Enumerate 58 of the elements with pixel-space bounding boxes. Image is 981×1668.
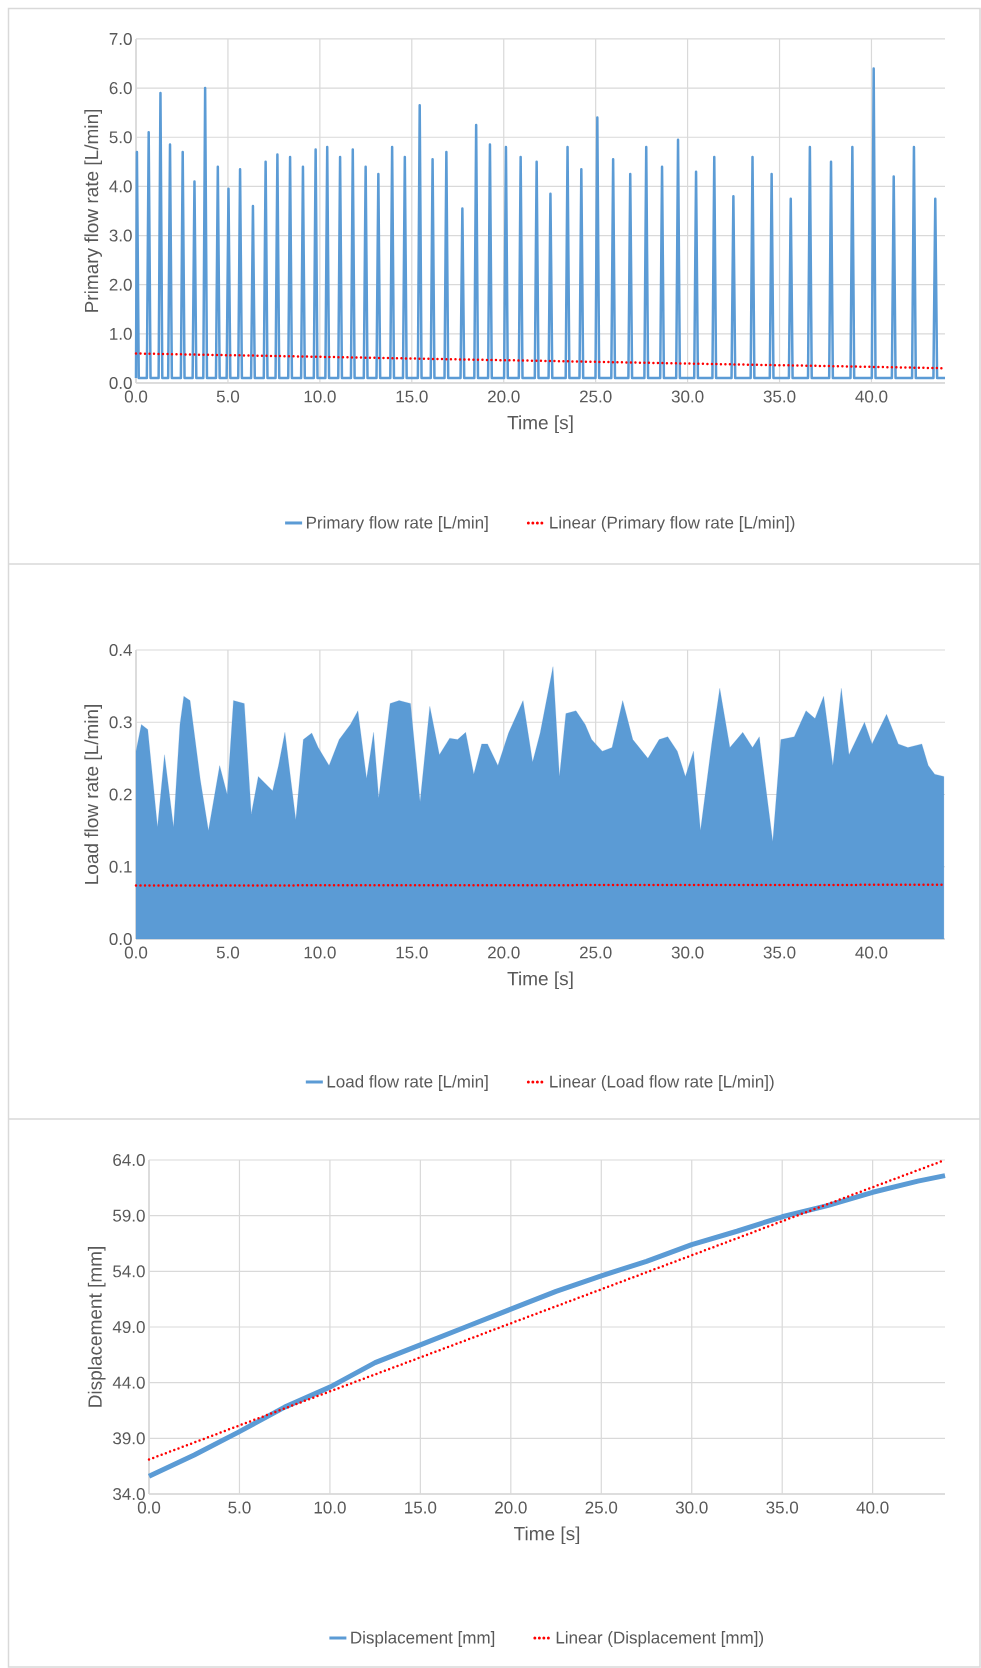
x-tick-label: 35.0 [763, 946, 796, 959]
x-axis-title: Time [s] [507, 415, 573, 434]
y-tick-label: 54.0 [113, 1265, 145, 1278]
x-tick-label: 20.0 [495, 1501, 527, 1514]
y-tick-label: 0.4 [109, 643, 132, 656]
x-tick-label: 30.0 [671, 390, 704, 403]
line-series [134, 67, 947, 380]
legend-label: Displacement [mm] [351, 1631, 495, 1647]
y-tick-label: 0.1 [109, 860, 132, 873]
y-tick-label: 2.0 [109, 278, 132, 291]
y-tick-label: 4.0 [109, 180, 132, 193]
x-tick-label: 5.0 [216, 946, 240, 959]
y-tick-label: 44.0 [112, 1376, 145, 1389]
y-tick-label: 1.0 [110, 327, 132, 340]
y-tick-label: 0.0 [109, 932, 132, 946]
y-axis-title: Load flow rate [L/min] [84, 705, 102, 884]
x-tick-label: 30.0 [671, 946, 704, 959]
y-tick-label: 64.0 [113, 1153, 145, 1167]
y-axis-title: Displacement [mm] [87, 1247, 106, 1407]
x-tick-label: 5.0 [228, 1501, 251, 1514]
x-tick-label: 10.0 [304, 946, 336, 959]
x-tick-label: 20.0 [488, 946, 520, 959]
x-tick-label: 5.0 [216, 390, 240, 403]
x-tick-label: 15.0 [396, 946, 428, 959]
x-tick-label: 35.0 [766, 1501, 799, 1514]
x-tick-label: 40.0 [855, 390, 888, 403]
x-tick-label: 0.0 [137, 1501, 161, 1514]
x-tick-label: 10.0 [314, 1501, 346, 1514]
y-tick-label: 39.0 [113, 1432, 145, 1445]
y-tick-label: 0.3 [109, 716, 132, 729]
x-tick-label: 40.0 [855, 946, 888, 959]
x-axis-title: Time [s] [507, 971, 573, 990]
legend-label: Load flow rate [L/min] [327, 1075, 488, 1091]
y-tick-label: 59.0 [113, 1209, 145, 1222]
x-tick-label: 25.0 [579, 946, 612, 959]
y-tick-label: 3.0 [109, 229, 132, 242]
x-tick-label: 25.0 [579, 390, 612, 403]
x-tick-label: 40.0 [856, 1501, 889, 1514]
y-tick-label: 34.0 [113, 1487, 145, 1501]
x-tick-label: 25.0 [585, 1501, 618, 1514]
x-tick-label: 15.0 [405, 1501, 437, 1514]
x-tick-label: 35.0 [763, 390, 796, 403]
y-tick-label: 6.0 [109, 82, 132, 95]
legend-label: Primary flow rate [L/min] [306, 516, 488, 532]
legend-label: Linear (Displacement [mm]) [556, 1631, 764, 1647]
y-tick-label: 49.0 [112, 1320, 145, 1334]
x-tick-label: 10.0 [304, 390, 336, 403]
y-tick-label: 5.0 [109, 131, 132, 144]
x-tick-label: 30.0 [675, 1501, 708, 1514]
x-tick-label: 20.0 [488, 390, 520, 403]
y-tick-label: 0.2 [109, 788, 132, 801]
x-tick-label: 15.0 [396, 390, 428, 403]
legend-label: Linear (Load flow rate [L/min]) [550, 1075, 774, 1091]
y-axis-title: Primary flow rate [L/min] [84, 109, 102, 312]
y-tick-label: 7.0 [109, 32, 132, 45]
x-axis-title: Time [s] [514, 1526, 580, 1545]
y-tick-label: 0.0 [109, 376, 132, 389]
legend-label: Linear (Primary flow rate [L/min]) [550, 516, 795, 532]
